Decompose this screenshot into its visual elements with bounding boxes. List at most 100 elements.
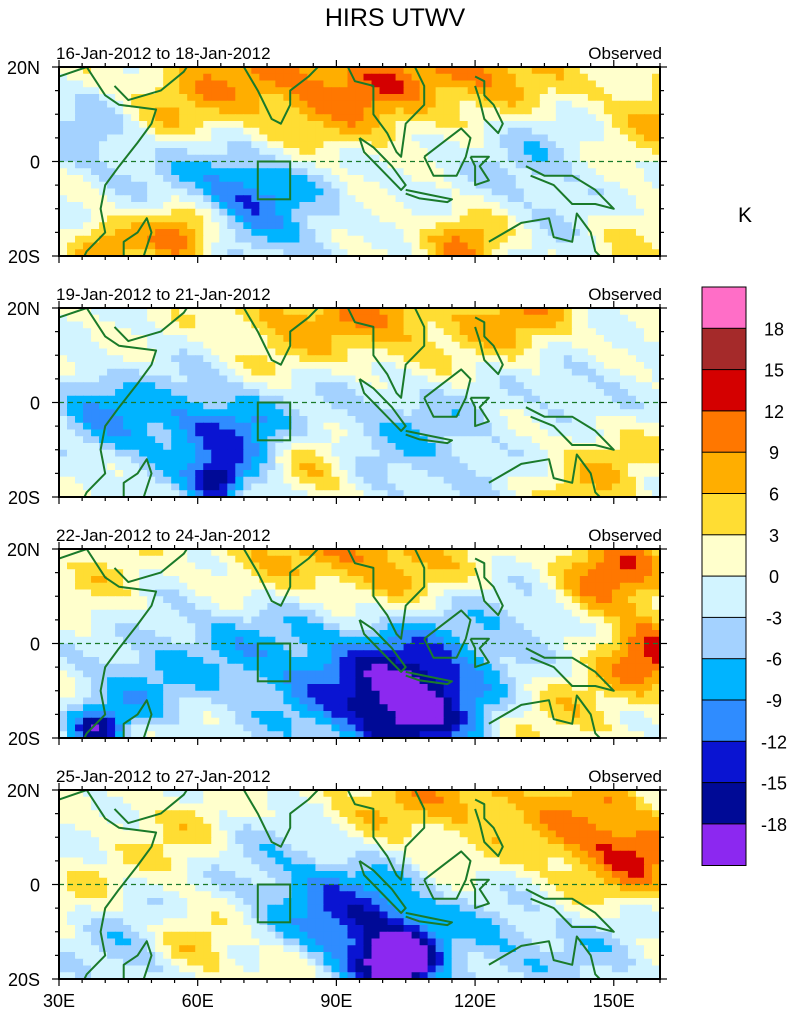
field-cell [515, 215, 525, 223]
field-cell [267, 67, 276, 75]
field-cell [539, 94, 549, 102]
field-cell [491, 555, 501, 564]
field-cell [171, 175, 180, 183]
field-cell [635, 562, 645, 570]
field-cell [619, 436, 629, 444]
field-cell [291, 314, 300, 323]
field-cell [547, 249, 557, 256]
field-cell [251, 87, 260, 95]
field-cell [195, 73, 204, 82]
field-cell [435, 436, 445, 444]
field-cell [155, 73, 164, 82]
field-cell [179, 463, 188, 471]
field-cell [459, 449, 469, 458]
field-cell [523, 476, 533, 485]
field-cell [595, 215, 605, 223]
field-cell [379, 188, 389, 196]
field-cell [331, 456, 341, 464]
field-cell [587, 582, 597, 591]
field-cell [315, 249, 325, 256]
field-cell [611, 229, 621, 237]
field-cell [227, 389, 236, 397]
field-cell [651, 348, 660, 356]
field-cell [243, 321, 252, 329]
field-cell [147, 100, 156, 109]
field-cell [259, 121, 268, 129]
field-cell [323, 368, 333, 377]
field-cell [643, 456, 653, 464]
field-cell [651, 596, 660, 604]
field-cell [371, 562, 381, 570]
field-cell [515, 436, 525, 444]
field-cell [555, 463, 565, 471]
field-cell [83, 321, 92, 329]
field-cell [635, 188, 645, 196]
field-cell [435, 576, 445, 584]
field-cell [323, 215, 333, 223]
field-cell [507, 314, 517, 323]
field-cell [387, 368, 397, 377]
field-cell [251, 321, 260, 329]
field-cell [635, 395, 645, 404]
field-cell [643, 100, 653, 109]
field-cell [507, 470, 517, 478]
field-cell [307, 107, 317, 115]
field-cell [595, 121, 605, 129]
field-cell [67, 449, 76, 458]
field-cell [219, 456, 228, 464]
field-cell [587, 148, 597, 156]
field-cell [171, 107, 180, 115]
field-cell [179, 589, 188, 597]
field-cell [651, 341, 660, 350]
field-cell [115, 355, 124, 363]
field-cell [555, 402, 565, 410]
field-cell [579, 436, 589, 444]
field-cell [99, 202, 108, 210]
field-cell [443, 449, 453, 458]
field-cell [483, 375, 493, 383]
field-cell [363, 463, 373, 471]
field-cell [243, 429, 252, 437]
field-cell [595, 242, 605, 250]
field-cell [595, 107, 605, 115]
field-cell [395, 582, 405, 591]
field-cell [603, 235, 613, 244]
field-cell [123, 429, 132, 437]
field-cell [379, 402, 389, 410]
field-cell [203, 569, 212, 577]
field-cell [563, 121, 573, 129]
field-cell [587, 409, 597, 417]
field-cell [443, 443, 453, 451]
field-cell [283, 341, 292, 350]
field-cell [467, 107, 477, 115]
field-cell [571, 389, 581, 397]
field-cell [323, 382, 333, 390]
field-cell [251, 355, 260, 363]
field-cell [427, 181, 437, 190]
field-cell [219, 161, 228, 169]
field-cell [371, 368, 381, 377]
field-cell [291, 321, 300, 329]
field-cell [499, 476, 509, 485]
field-cell [475, 188, 485, 196]
field-cell [227, 195, 236, 203]
field-cell [331, 87, 341, 95]
field-cell [243, 314, 252, 323]
field-cell [395, 328, 405, 336]
field-cell [651, 188, 660, 196]
field-cell [627, 73, 637, 82]
field-cell [67, 335, 76, 343]
field-cell [643, 443, 653, 451]
field-cell [539, 368, 549, 377]
field-cell [587, 589, 597, 597]
field-cell [587, 314, 597, 323]
field-cell [115, 362, 124, 370]
field-cell [539, 549, 549, 557]
field-cell [547, 409, 557, 417]
field-cell [563, 181, 573, 190]
field-cell [323, 483, 333, 491]
field-cell [291, 483, 300, 491]
field-cell [187, 355, 196, 363]
field-cell [651, 328, 660, 336]
field-cell [483, 429, 493, 437]
